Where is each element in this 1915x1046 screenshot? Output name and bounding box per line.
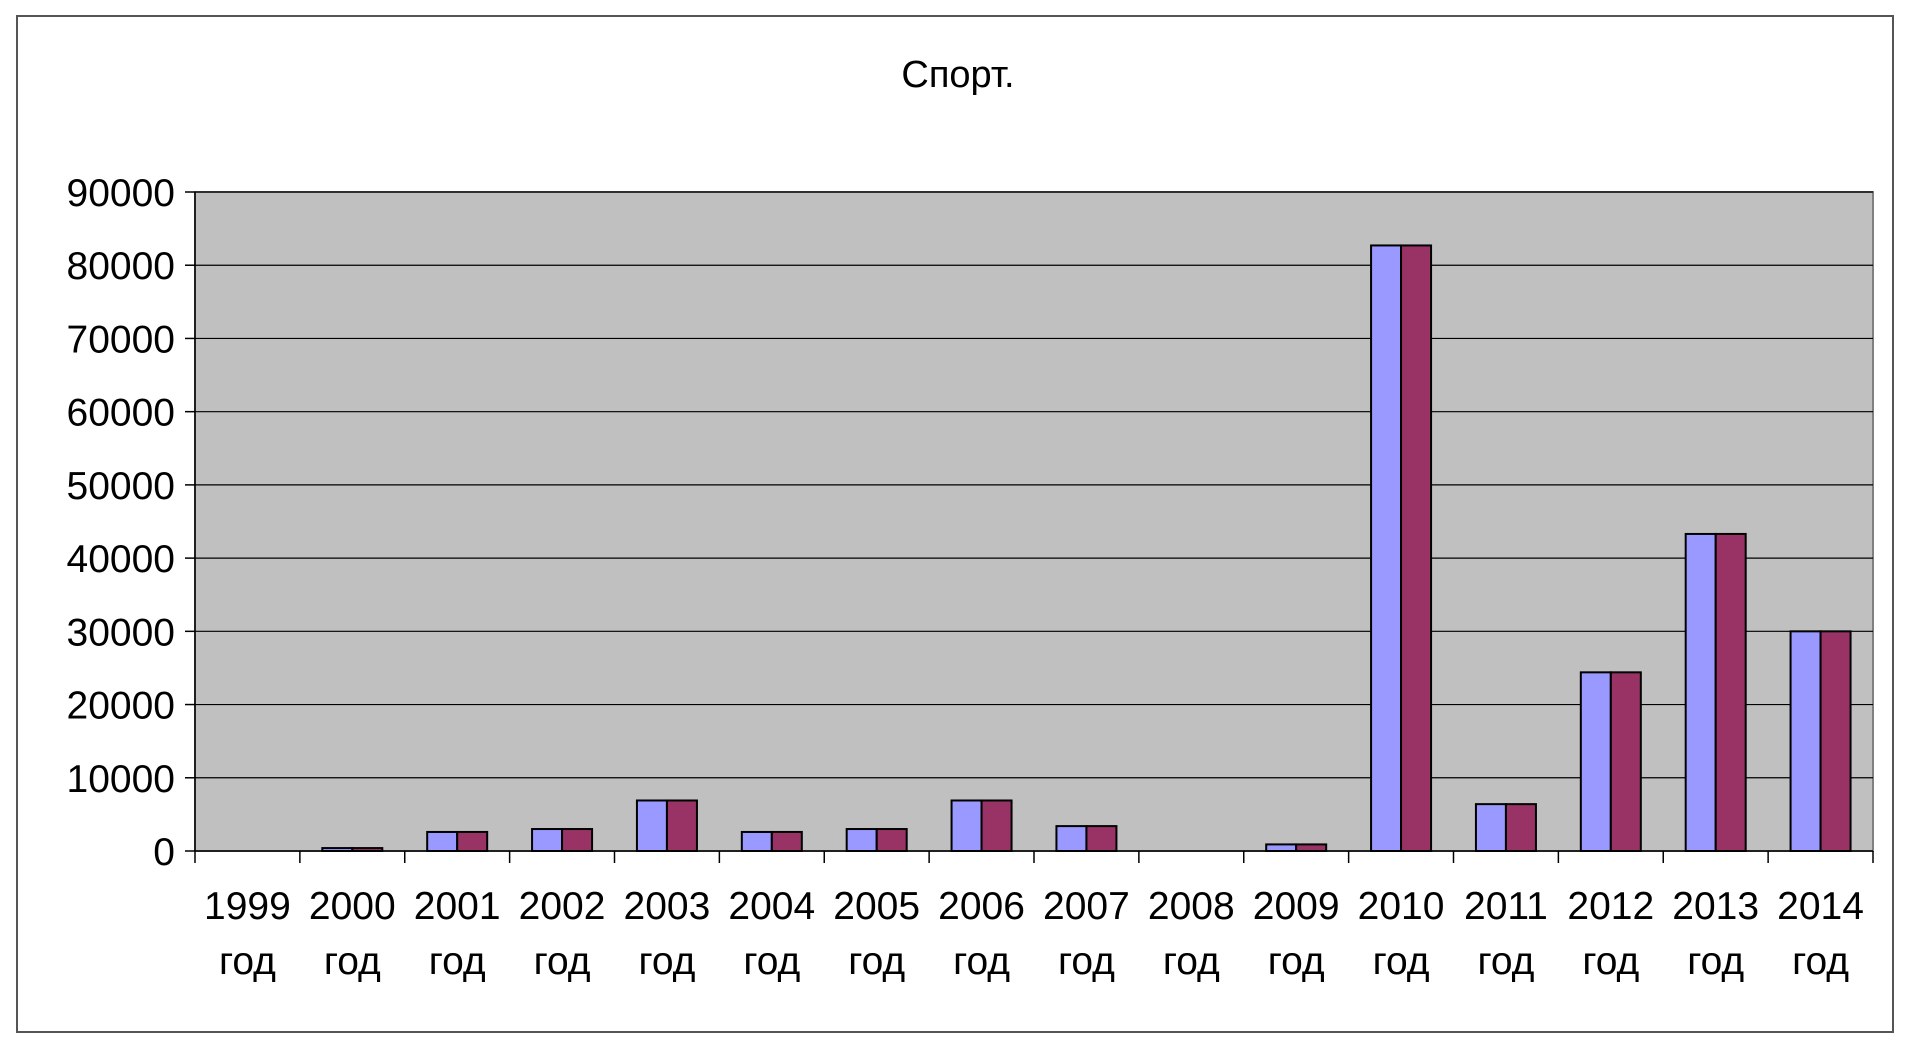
bar (1474, 803, 1507, 852)
bar (1789, 630, 1822, 852)
x-tick-label: год (1477, 940, 1534, 983)
x-tick-label: год (429, 940, 486, 983)
x-tick-label: год (848, 940, 905, 983)
x-tick-label: 2003 (624, 885, 711, 928)
y-axis: 0 10000 20000 30000 40000 50000 60000 70000 8000… (67, 172, 196, 874)
y-tick-label: 30000 (67, 611, 175, 654)
x-tick-label: год (743, 940, 800, 983)
y-tick-label: 40000 (67, 538, 175, 581)
x-tick-label: год (324, 940, 381, 983)
bar (740, 830, 773, 852)
x-tick-label: год (1687, 940, 1744, 983)
x-tick-label: 2010 (1358, 885, 1445, 928)
x-tick-label: год (953, 940, 1010, 983)
bar (875, 828, 908, 852)
x-tick-label: 2009 (1253, 885, 1340, 928)
bar (1370, 244, 1403, 853)
bar (845, 828, 878, 852)
y-tick-label: 0 (153, 831, 175, 874)
x-tick-label: год (219, 940, 276, 983)
chart-frame: Спорт. 0 10000 20000 30000 40000 50000 60000 70… (16, 15, 1894, 1033)
x-axis: 1999 год 2000 год 2001 год 2002 год 2003 год 2004 г… (194, 850, 1874, 983)
x-tick-label: 2005 (833, 885, 920, 928)
x-tick-label: 2006 (938, 885, 1025, 928)
y-tick-label: 70000 (67, 318, 175, 361)
x-tick-label: 2000 (309, 885, 396, 928)
bar (1684, 532, 1717, 852)
bar (561, 828, 594, 852)
bar (1609, 671, 1642, 852)
x-tick-label: 2011 (1464, 885, 1548, 928)
bar (1714, 532, 1747, 852)
bar (1055, 825, 1088, 852)
y-tick-label: 90000 (67, 172, 175, 215)
x-tick-label: 2007 (1043, 885, 1130, 928)
bar (1579, 671, 1612, 852)
x-tick-label: 1999 (204, 885, 291, 928)
bar (531, 828, 564, 852)
bar (321, 847, 354, 852)
x-tick-label: год (1163, 940, 1220, 983)
bar (1400, 244, 1433, 853)
bar (1819, 630, 1852, 852)
bar-chart: Спорт. 0 10000 20000 30000 40000 50000 60000 70… (67, 54, 1874, 983)
bar (665, 799, 698, 853)
bar (1295, 843, 1328, 852)
x-tick-label: год (1268, 940, 1325, 983)
x-tick-label: год (534, 940, 591, 983)
bar (351, 847, 384, 852)
x-tick-label: год (1058, 940, 1115, 983)
bar (1504, 803, 1537, 852)
bar (770, 830, 803, 852)
chart-title: Спорт. (901, 54, 1014, 96)
x-tick-label: 2012 (1567, 885, 1654, 928)
y-tick-label: 10000 (67, 758, 175, 801)
x-tick-label: 2008 (1148, 885, 1235, 928)
x-tick-label: 2014 (1777, 885, 1864, 928)
x-tick-label: год (1582, 940, 1639, 983)
bar (456, 830, 489, 852)
bar (980, 799, 1013, 853)
bar (635, 799, 668, 853)
bars (321, 244, 1852, 853)
bar (1265, 843, 1298, 852)
x-tick-label: год (1373, 940, 1430, 983)
x-tick-label: 2013 (1672, 885, 1759, 928)
bar (950, 799, 983, 853)
bar (426, 830, 459, 852)
bar (1085, 825, 1118, 852)
x-tick-label: 2002 (519, 885, 606, 928)
y-tick-label: 60000 (67, 392, 175, 435)
x-tick-label: 2004 (728, 885, 815, 928)
x-tick-label: год (1792, 940, 1849, 983)
y-tick-label: 20000 (67, 685, 175, 728)
x-tick-label: 2001 (414, 885, 501, 928)
y-tick-label: 50000 (67, 465, 175, 508)
y-tick-label: 80000 (67, 245, 175, 288)
x-tick-label: год (638, 940, 695, 983)
